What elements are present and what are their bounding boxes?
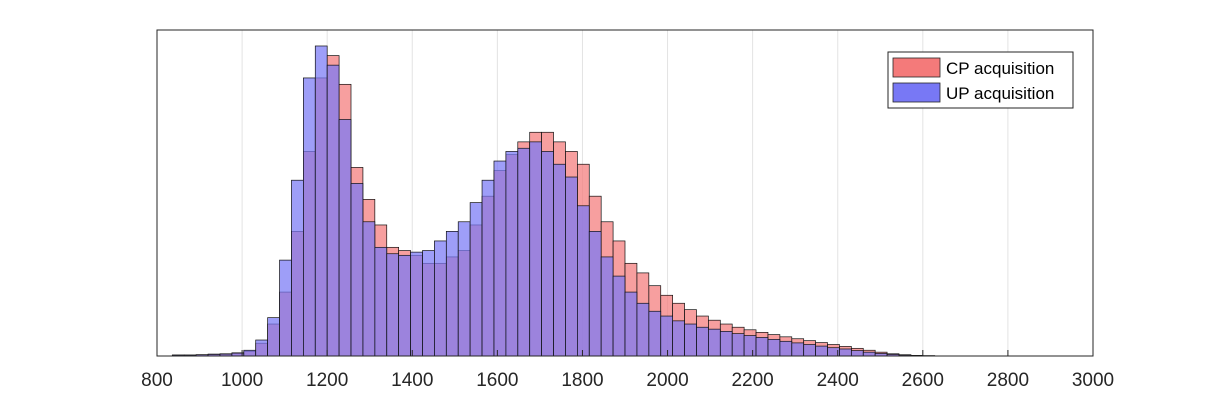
legend: CP acquisition UP acquisition [887,51,1074,109]
x-tick-label: 1000 [221,370,263,391]
histogram-bar [719,331,733,357]
legend-swatch-cp [892,57,941,78]
x-tick-label: 1800 [561,370,603,391]
histogram-bar [839,348,852,357]
histogram-bar [576,205,590,357]
histogram-bar [529,141,542,357]
histogram-bar [291,179,304,357]
histogram-bar [672,320,685,357]
histogram-bar [862,351,876,357]
histogram-bar [660,315,674,357]
x-tick-label: 2200 [731,370,773,391]
histogram-bar [731,333,745,357]
histogram-bar [338,119,352,357]
histogram-bar [767,339,781,357]
histogram-bar [255,339,268,357]
histogram-bar [267,317,280,357]
histogram-bar [600,256,614,357]
histogram-bar [755,337,769,357]
histogram-bar [517,147,531,357]
histogram-bar [386,253,400,357]
histogram-bar [612,275,626,357]
histogram-bar [636,302,650,357]
histogram-bar [314,45,328,357]
histogram-bar [553,163,566,357]
x-tick-label: 2400 [817,370,859,391]
histogram-bar [398,254,411,357]
x-tick-label: 2600 [902,370,944,391]
x-tick-label: 3000 [1072,370,1114,391]
histogram-bar [815,345,828,357]
histogram-bar [779,340,793,357]
histogram-bar [362,221,376,357]
plot-frame [156,29,1094,357]
histogram-bar [850,350,864,357]
histogram-bar [648,310,662,357]
histogram-bar [374,246,388,357]
histogram-bar [743,335,757,357]
histogram-bar [803,344,816,357]
histogram-bar [279,259,292,357]
legend-swatch-up [892,82,941,103]
histogram-bar [469,202,483,357]
histogram-bar [350,183,364,357]
x-tick-label: 2000 [646,370,688,391]
histogram-bar [565,176,578,357]
histogram-bar [624,291,638,357]
x-axis-ticks: 800 1000 1200 1400 1600 1800 2000 2200 2400 2600 2… [141,350,1114,391]
x-tick-label: 1200 [306,370,348,391]
histogram-bar [410,251,423,357]
histogram-bar [541,151,554,357]
histogram-bar [493,160,507,357]
histogram-bar [791,342,805,357]
x-tick-label: 1400 [391,370,433,391]
histogram-bar [422,250,435,357]
histogram-bar [445,231,459,357]
legend-label-cp: CP acquisition [946,59,1054,78]
x-tick-label: 800 [141,370,173,391]
x-tick-label: 1600 [476,370,518,391]
histogram-bar [708,328,721,357]
histogram-bar [481,179,495,357]
histogram-bar [243,349,257,357]
histogram-bar [505,151,519,357]
histogram-bar [303,77,316,357]
histogram-bar [684,323,697,357]
x-tick-label: 2800 [987,370,1029,391]
histogram-bar [326,64,340,357]
histogram-bar [434,240,447,357]
histogram-bar [696,326,709,357]
histogram-bar [588,231,602,357]
histogram-bar [457,221,471,357]
legend-label-up: UP acquisition [946,84,1054,103]
